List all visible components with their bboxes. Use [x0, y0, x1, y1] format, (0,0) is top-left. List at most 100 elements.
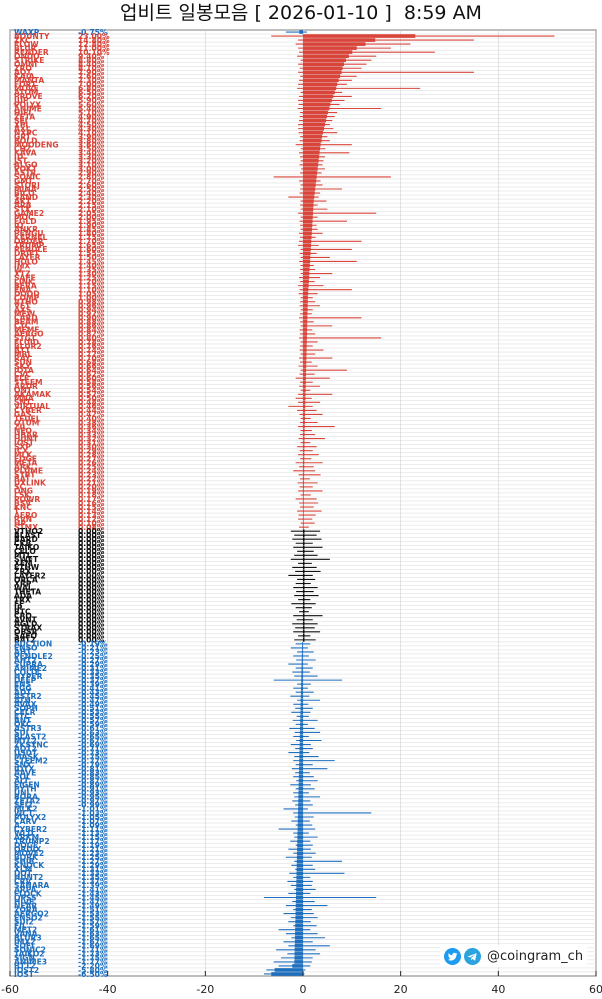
label-value: 0.42% [78, 410, 105, 419]
label-value: 1.95% [78, 217, 105, 226]
label-symbol: BORK [14, 853, 39, 862]
label-symbol: CHZ [14, 145, 32, 154]
label-value: 0.13% [78, 511, 105, 520]
label-value: -1.25% [78, 853, 108, 862]
bar-pyth [298, 787, 303, 791]
label-symbol: USDT [14, 748, 38, 757]
label-symbol: STRIKE [14, 56, 44, 65]
bar-sxp [303, 444, 305, 449]
telegram-icon[interactable] [464, 947, 481, 965]
label-symbol: ALT [14, 777, 29, 786]
label-symbol: TRUMP2 [14, 837, 50, 846]
label-value: -1.15% [78, 833, 108, 842]
label-value: -0.35% [78, 672, 108, 681]
label-value: 0.20% [78, 483, 105, 492]
bar-kaia [303, 74, 341, 79]
label-symbol: ADT [14, 688, 32, 697]
label-symbol: ONG [14, 487, 33, 496]
label-symbol: MTL [14, 551, 32, 560]
label-symbol: MEW [14, 310, 36, 319]
label-symbol: RENDER [14, 48, 49, 57]
label-symbol: POKT [14, 165, 38, 174]
label-value: 8.10% [78, 64, 105, 73]
label-symbol: ANIME3 [14, 958, 47, 967]
bar-polyx2 [297, 815, 303, 819]
bar-adt [300, 690, 303, 695]
bar-card [303, 316, 308, 320]
label-symbol: SWFT [14, 555, 39, 564]
x-axis: -60 -40 -20 0 20 40 60 [1, 971, 602, 996]
label-symbol: VET [14, 302, 31, 311]
label-symbol: HIFI [14, 108, 31, 117]
label-value: -6.50% [78, 970, 108, 979]
bar-vtho2 [303, 529, 305, 533]
label-symbol: BARD [14, 535, 38, 544]
bar-w [303, 267, 310, 272]
label-symbol: MOVE [14, 84, 39, 93]
bar-kava [303, 150, 320, 155]
label-value: 0.56% [78, 382, 105, 391]
bar-arpa [296, 887, 303, 892]
label-value: 0.50% [78, 394, 105, 403]
bar-imx2 [294, 939, 303, 944]
label-symbol: XEM [14, 559, 33, 568]
bar-akamak [303, 392, 306, 397]
label-value: 2.40% [78, 189, 105, 198]
x-tick-label: 20 [394, 983, 408, 996]
label-symbol: BEAM [14, 318, 38, 327]
label-value: 3.90% [78, 132, 105, 141]
bar-gmt [303, 179, 317, 183]
bar-render [303, 50, 353, 54]
bar-knc [303, 505, 304, 509]
label-symbol: CELO [14, 547, 36, 556]
label-value: 6.20% [78, 92, 105, 101]
label-symbol: BLUR [14, 44, 37, 53]
bar-sc [303, 485, 304, 489]
bar-uni [298, 791, 303, 795]
bar-obsr [303, 630, 305, 634]
label-symbol: KERNEL [14, 233, 47, 242]
bar-gas [303, 412, 306, 417]
label-value: -1.71% [78, 946, 108, 955]
bar-aqt2 [299, 746, 303, 751]
label-value: -1.65% [78, 934, 108, 943]
label-value: 0.92% [78, 310, 105, 319]
label-symbol: DOGE [14, 841, 38, 850]
label-symbol: BTT [14, 346, 31, 355]
label-value: 0.94% [78, 306, 105, 315]
label-value: 0.76% [78, 342, 105, 351]
bar-ankr [303, 227, 313, 232]
x-tick-label: 0 [300, 983, 307, 996]
label-value: 0.00% [78, 599, 105, 608]
label-value: 23.00% [78, 32, 110, 41]
twitter-icon[interactable] [444, 947, 461, 965]
label-value: 4.30% [78, 124, 105, 133]
label-value: 1.45% [78, 257, 105, 266]
label-value: -0.69% [78, 740, 108, 749]
label-symbol: HIVE [14, 897, 34, 906]
label-value: 4.50% [78, 120, 105, 129]
label-symbol: ARK [14, 463, 33, 472]
label-value: -1.29% [78, 861, 108, 870]
label-symbol: MLK2 [14, 805, 38, 814]
label-value: -0.41% [78, 684, 108, 693]
label-value: 0.00% [78, 579, 105, 588]
label-symbol: TAIKO2 [14, 950, 45, 959]
label-value: 2.15% [78, 201, 105, 210]
label-value: 7.90% [78, 68, 105, 77]
label-value: -1.49% [78, 901, 108, 910]
bar-hbar [303, 432, 305, 437]
bar-celr [300, 710, 303, 715]
label-symbol: ADA [14, 591, 32, 600]
label-symbol: BORA [14, 793, 38, 802]
label-value: 0.00% [78, 607, 105, 616]
x-tick-label: -60 [1, 983, 19, 996]
bar-sonic [303, 175, 317, 179]
label-value: 0.36% [78, 422, 105, 431]
label-symbol: ATOM [14, 88, 38, 97]
label-value: -1.13% [78, 829, 108, 838]
label-symbol: LINK [14, 277, 35, 286]
label-value: 3.30% [78, 153, 105, 162]
bar-manta [303, 78, 339, 83]
brand-badge[interactable]: @coingram_ch [440, 945, 588, 967]
